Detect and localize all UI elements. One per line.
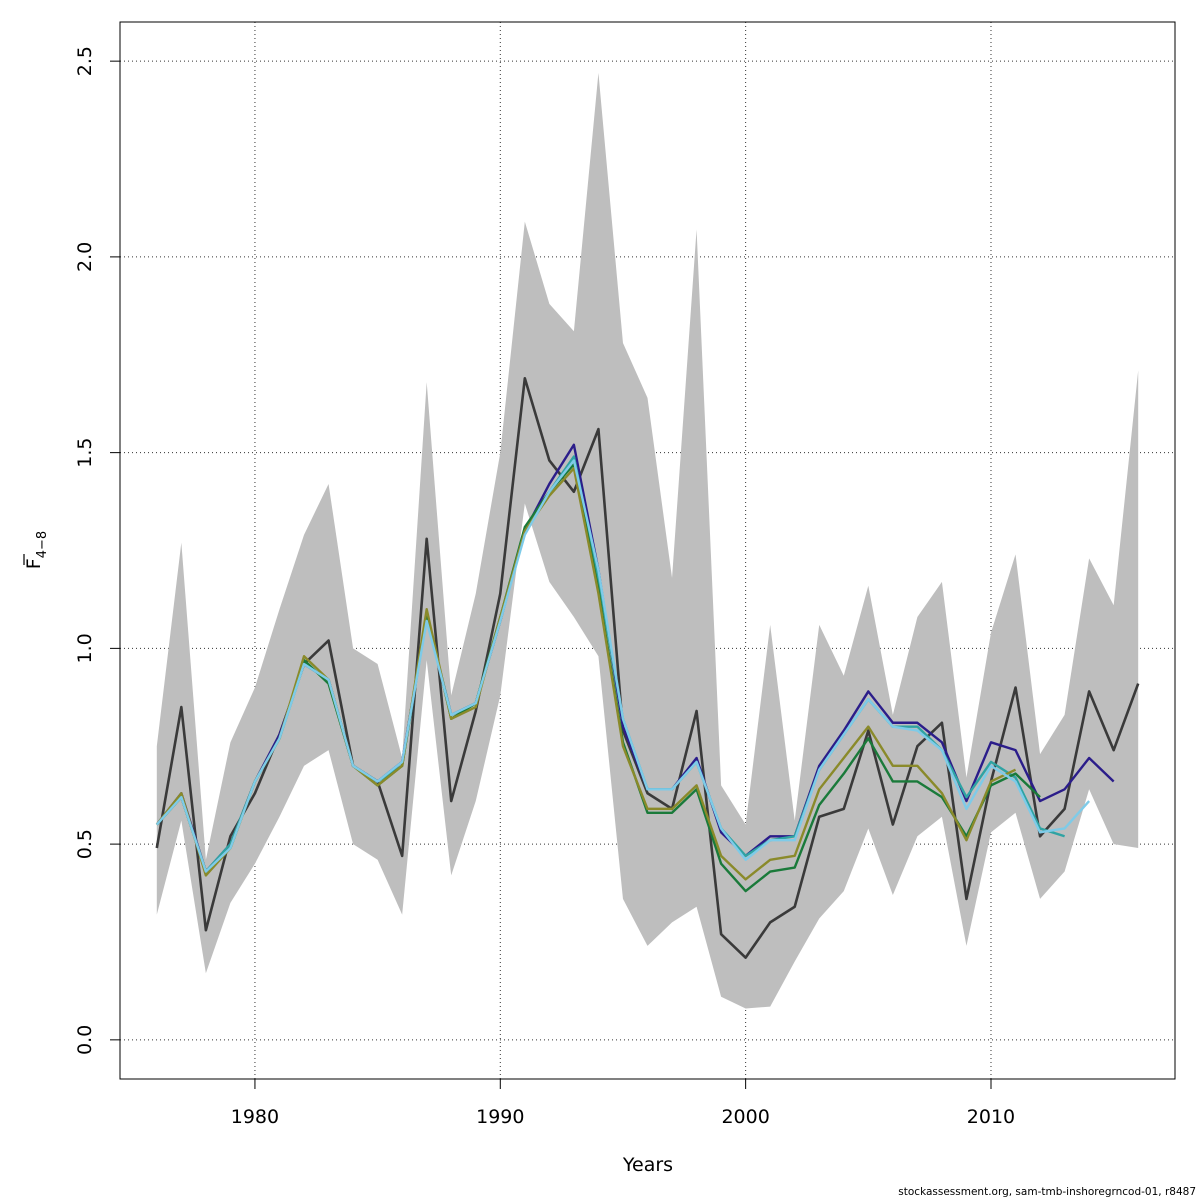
y-tick-label: 1.0: [74, 633, 96, 663]
x-axis-title: Years: [622, 1154, 673, 1176]
confidence-band-layer: [156, 72, 1139, 1009]
x-tick-label: 2000: [721, 1106, 769, 1128]
series-line-main: [155, 376, 1140, 959]
x-tick-label: 1990: [476, 1106, 524, 1128]
grid-layer: [120, 22, 1175, 1079]
y-tick-label: 0.5: [74, 829, 96, 859]
series-line-retro_5: [155, 459, 1091, 873]
axis-layer: 1980 1990 2000 2010 0.0 0.5 1.0 1.5 2.0 2.5: [74, 46, 1015, 1128]
y-tick-label: 1.5: [74, 438, 96, 468]
svg-text:F4−8: F4−8: [23, 531, 50, 569]
x-tick-label: 2010: [967, 1106, 1015, 1128]
y-tick-label: 2.5: [74, 46, 96, 76]
series-layer: [155, 376, 1140, 959]
y-tick-label: 0.0: [74, 1025, 96, 1055]
y-axis-title-main: F: [23, 558, 45, 569]
y-axis-title-subscript: 4−8: [35, 531, 50, 558]
confidence-band: [156, 72, 1139, 1009]
series-line-retro_4: [155, 467, 1017, 881]
y-axis-title: F4−8: [23, 531, 50, 569]
y-tick-label: 2.0: [74, 242, 96, 272]
x-tick-label: 1980: [231, 1106, 279, 1128]
footer-credit: stockassessment.org, sam-tmb-inshoregrnc…: [898, 1186, 1196, 1198]
